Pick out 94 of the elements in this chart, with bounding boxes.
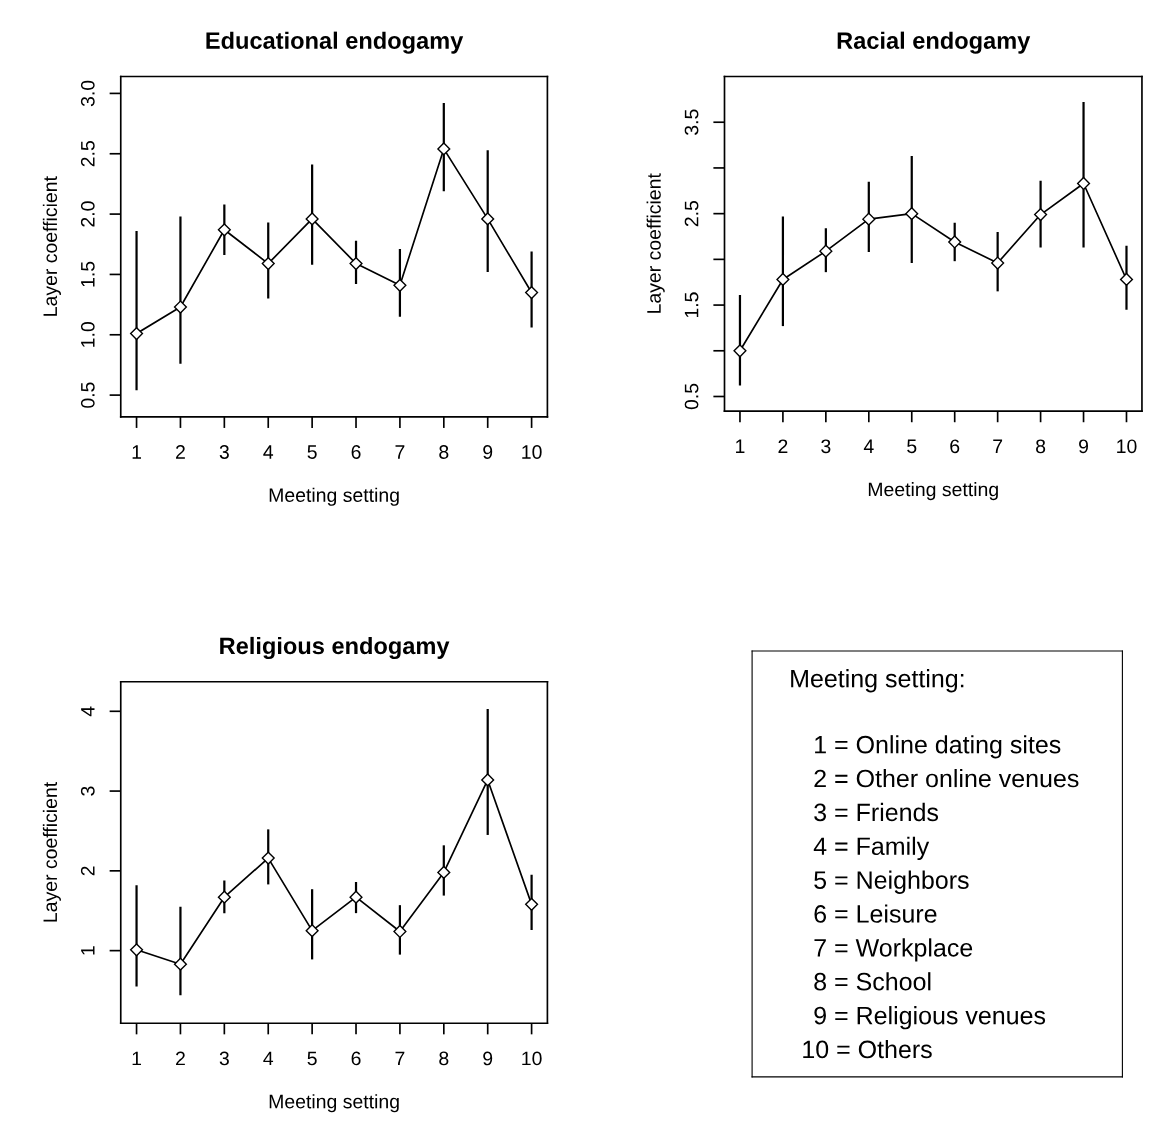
- x-tick-label: 10: [1117, 439, 1137, 454]
- point: [437, 865, 451, 880]
- point: [948, 235, 962, 249]
- point: [261, 851, 275, 865]
- y-tick-label: 1.5: [684, 292, 699, 318]
- x-tick-label: 7: [993, 439, 1003, 453]
- x-tick-label: 10: [522, 1051, 542, 1066]
- x-tick-label: 4: [863, 439, 874, 453]
- text: 7 = Workplace: [814, 938, 973, 962]
- point: [305, 212, 319, 226]
- x-tick-label: 7: [395, 445, 405, 459]
- chart-title: Religious endogamy: [220, 636, 450, 659]
- point: [991, 256, 1005, 270]
- point: [217, 890, 231, 904]
- point: [481, 212, 495, 226]
- point: [349, 890, 363, 904]
- x-tick-label: 5: [307, 1051, 317, 1066]
- x-axis-title: Meeting setting: [868, 482, 998, 501]
- y-tick-label: 0.5: [80, 382, 95, 408]
- x-tick-label: 6: [950, 439, 960, 454]
- point: [261, 256, 275, 271]
- point: [525, 285, 539, 300]
- x-tick-label: 7: [395, 1051, 405, 1066]
- point: [129, 326, 144, 341]
- x-tick-label: 4: [263, 445, 274, 459]
- x-tick-label: 8: [439, 445, 449, 459]
- x-axis-title: Meeting setting: [269, 487, 399, 506]
- y-tick-label: 3.5: [684, 109, 699, 135]
- x-axis-title: Meeting setting: [269, 1094, 399, 1113]
- point: [393, 924, 407, 939]
- y-tick-label: 1: [81, 946, 95, 955]
- point: [173, 300, 188, 314]
- x-tick-label: 1: [132, 445, 142, 459]
- y-axis-title: Layer coefficient: [42, 782, 61, 922]
- x-tick-label: 9: [483, 445, 493, 459]
- point: [776, 272, 790, 287]
- point: [349, 256, 363, 271]
- y-tick-label: 2.5: [80, 141, 95, 167]
- text: 5 = Neighbors: [814, 870, 969, 894]
- point: [393, 278, 407, 292]
- text: 3 = Friends: [814, 802, 939, 822]
- x-tick-label: 8: [439, 1051, 449, 1066]
- point: [129, 943, 144, 957]
- x-tick-label: 8: [1036, 439, 1046, 454]
- point: [905, 207, 919, 221]
- y-tick-label: 3.0: [80, 80, 95, 107]
- point: [1034, 207, 1048, 222]
- y-tick-label: 1.0: [80, 322, 95, 347]
- x-tick-label: 9: [1079, 439, 1089, 454]
- y-tick-label: 4: [81, 706, 95, 717]
- x-tick-label: 10: [522, 445, 542, 459]
- text: 8 = School: [814, 972, 931, 991]
- text: 9 = Religious venues: [814, 1006, 1046, 1030]
- point: [1076, 176, 1091, 191]
- y-tick-label: 2.5: [684, 200, 699, 227]
- text: 1 = Online dating sites: [815, 735, 1061, 759]
- x-tick-label: 9: [483, 1051, 493, 1066]
- chart-title: Racial endogamy: [837, 31, 1031, 54]
- point: [437, 142, 451, 156]
- y-axis-title: Layer coefficient: [646, 173, 665, 313]
- x-tick-label: 4: [263, 1051, 274, 1066]
- x-tick-label: 2: [176, 1051, 185, 1066]
- x-tick-label: 6: [351, 445, 361, 459]
- point: [481, 773, 495, 787]
- point: [525, 897, 539, 911]
- x-tick-label: 3: [219, 445, 229, 459]
- text: 4 = Family: [813, 836, 930, 861]
- point: [819, 244, 833, 258]
- x-tick-label: 5: [907, 439, 917, 454]
- point: [173, 957, 188, 971]
- point: [1119, 272, 1134, 287]
- y-axis-title: Layer coefficient: [42, 176, 61, 316]
- x-tick-label: 3: [821, 439, 831, 454]
- chart-title: Educational endogamy: [206, 31, 464, 54]
- y-tick-label: 0.5: [684, 383, 699, 410]
- x-tick-label: 1: [132, 1051, 142, 1066]
- text: 2 = Other online venues: [814, 768, 1079, 788]
- x-tick-label: 2: [176, 445, 185, 459]
- text: 6 = Leisure: [814, 904, 937, 923]
- y-tick-label: 3: [80, 786, 95, 796]
- text: 10 = Others: [803, 1039, 932, 1059]
- x-tick-label: 1: [736, 439, 745, 453]
- text: Meeting setting:: [791, 669, 964, 693]
- x-tick-label: 6: [351, 1051, 361, 1066]
- point: [217, 223, 231, 237]
- x-tick-label: 5: [307, 445, 317, 459]
- y-tick-label: 2.0: [80, 201, 95, 227]
- point: [733, 344, 747, 358]
- point: [862, 212, 876, 226]
- y-tick-label: 2: [80, 866, 95, 876]
- y-tick-label: 1.5: [81, 261, 95, 287]
- x-tick-label: 2: [778, 439, 788, 453]
- point: [305, 924, 319, 938]
- x-tick-label: 3: [219, 1051, 229, 1066]
